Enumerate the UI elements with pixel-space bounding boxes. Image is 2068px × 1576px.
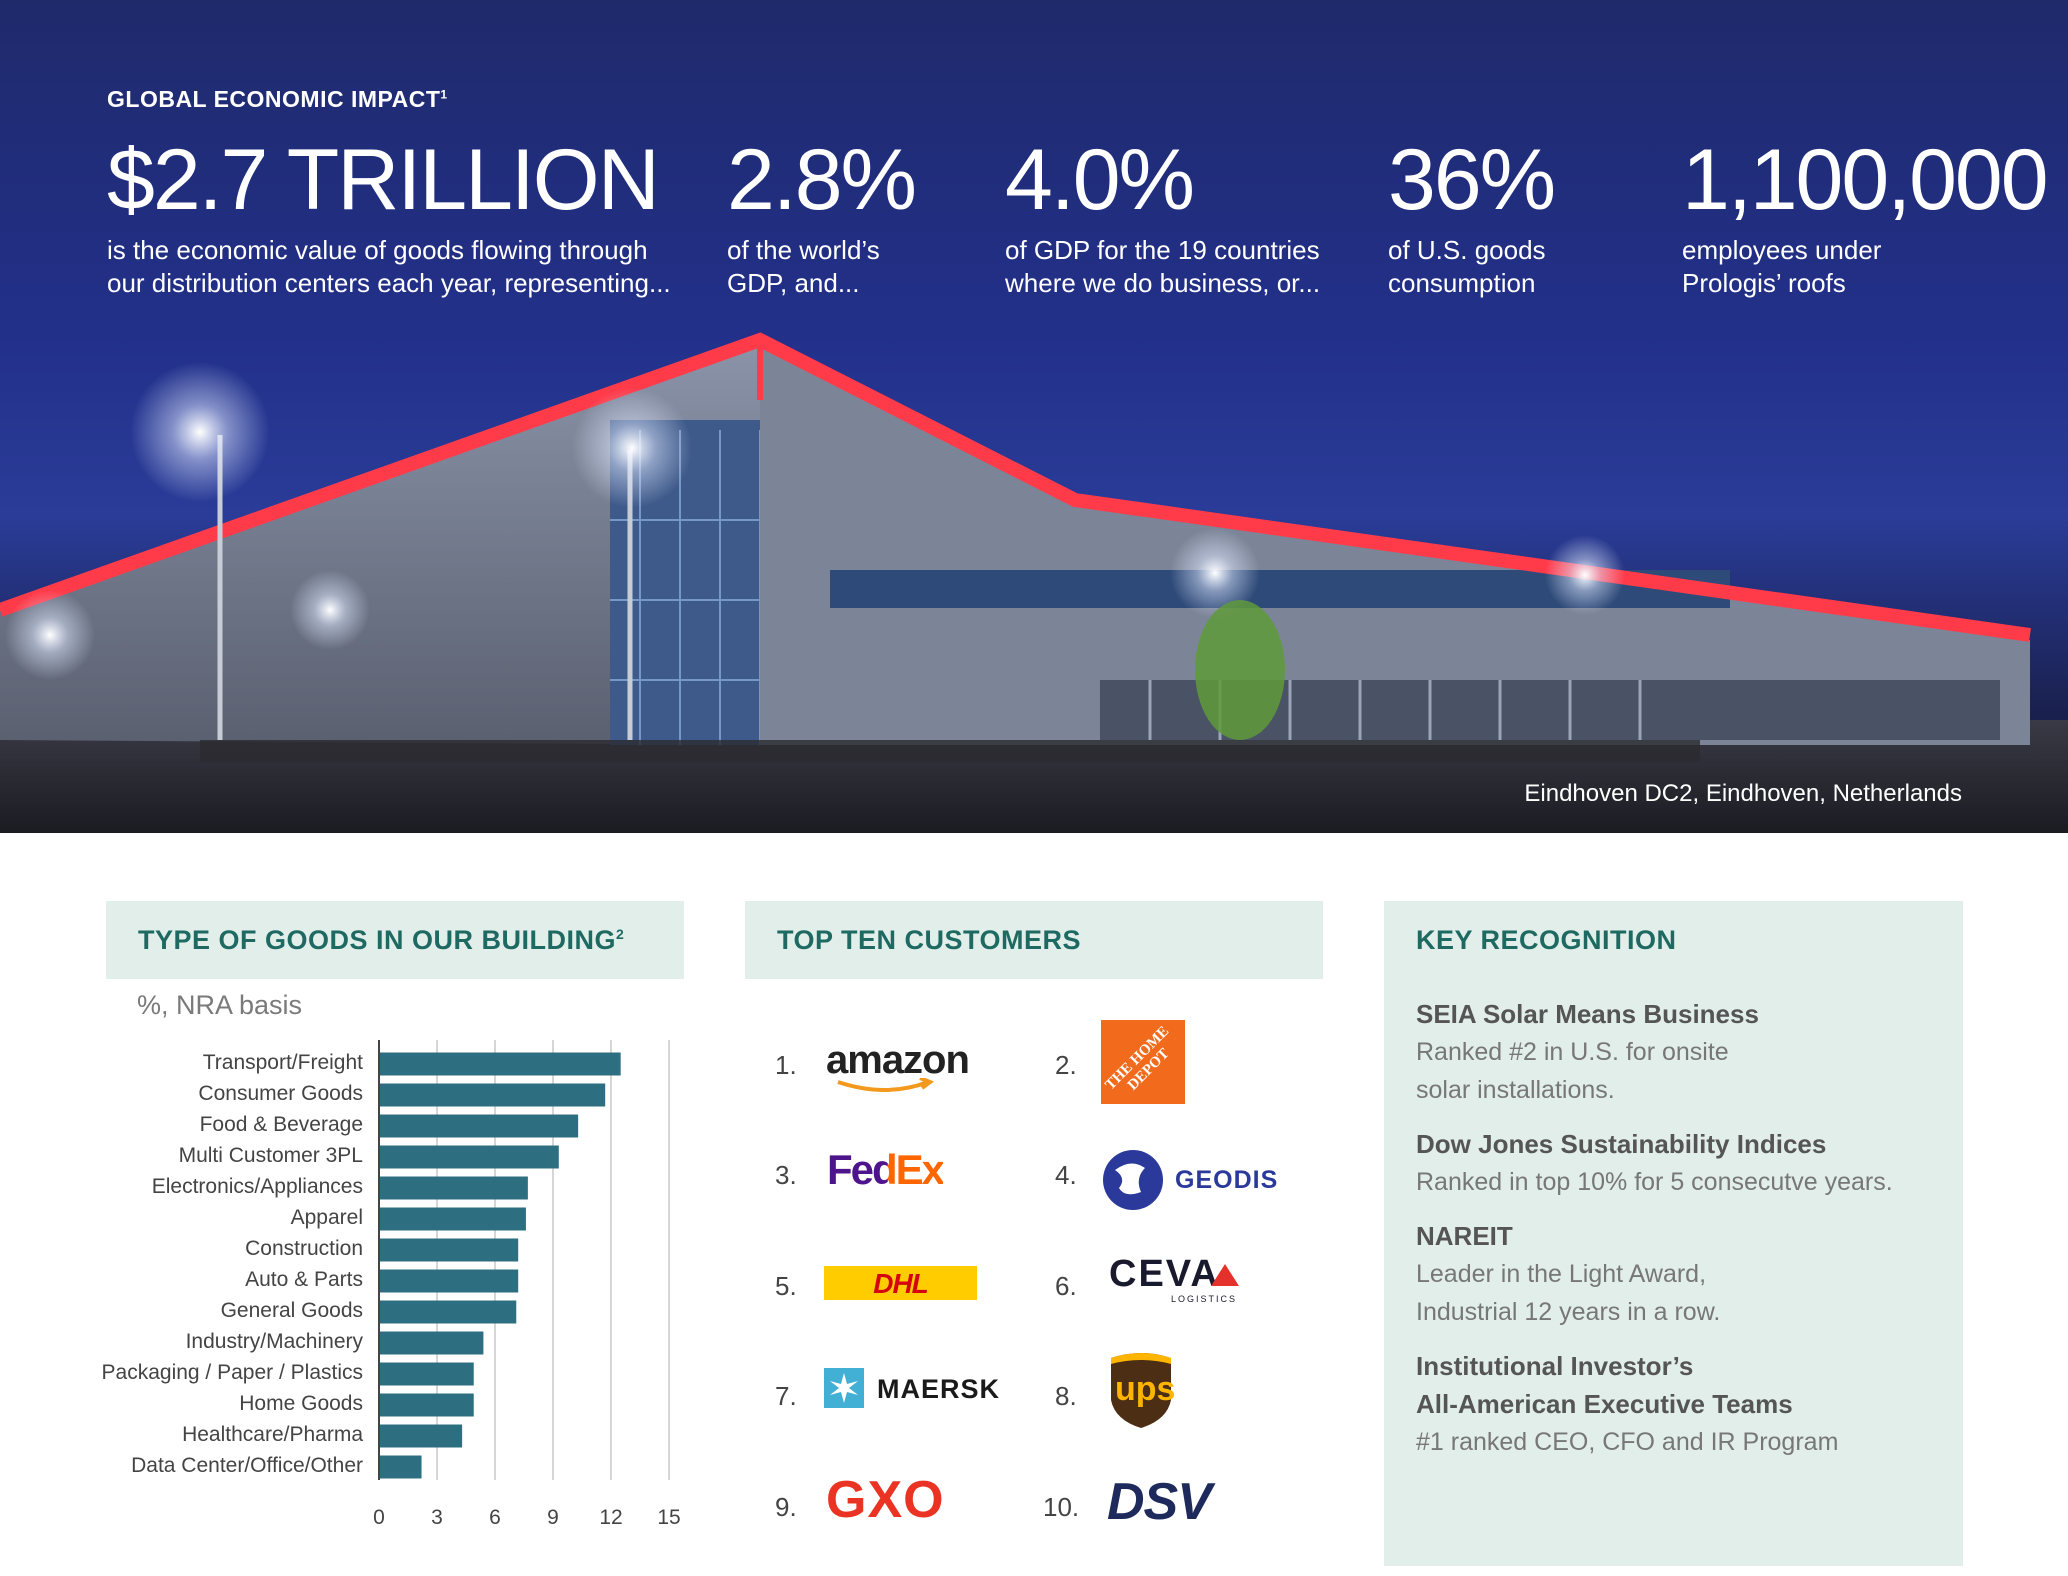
bar-category-label: Electronics/Appliances bbox=[151, 1175, 363, 1198]
stat-economic-value: $2.7 TRILLION is the economic value of g… bbox=[107, 130, 671, 300]
stat-description: of U.S. goods consumption bbox=[1388, 235, 1546, 298]
bar bbox=[380, 1424, 463, 1448]
recognition-item-djsi: Dow Jones Sustainability Indices Ranked … bbox=[1416, 1125, 1946, 1201]
bar bbox=[380, 1455, 422, 1479]
dsv-logo: DSV bbox=[1107, 1473, 1212, 1531]
bar-category-label: Apparel bbox=[290, 1206, 363, 1229]
x-tick-label: 0 bbox=[373, 1506, 385, 1529]
recognition-title: KEY RECOGNITION bbox=[1416, 925, 1677, 955]
amazon-logo: amazon bbox=[826, 1038, 970, 1092]
bar bbox=[380, 1238, 519, 1262]
customer-rank-5: 5. bbox=[775, 1271, 797, 1301]
stat-value: 4.0% bbox=[1005, 132, 1195, 228]
recognition-item-nareit: NAREIT Leader in the Light Award, Indust… bbox=[1416, 1217, 1946, 1331]
x-tick-label: 12 bbox=[599, 1506, 623, 1529]
recognition-item-seia: SEIA Solar Means Business Ranked #2 in U… bbox=[1416, 995, 1946, 1109]
customer-rank-6: 6. bbox=[1055, 1271, 1077, 1301]
bar bbox=[380, 1052, 621, 1076]
stat-value: 2.8% bbox=[727, 132, 917, 228]
recognition-body: Ranked in top 10% for 5 consecutve years… bbox=[1416, 1168, 1893, 1196]
recognition-panel: KEY RECOGNITION SEIA Solar Means Busines… bbox=[1384, 901, 1963, 1566]
warehouse-photo bbox=[0, 332, 2068, 833]
bar-category-label: Packaging / Paper / Plastics bbox=[101, 1361, 363, 1384]
bar bbox=[380, 1393, 474, 1417]
dhl-logo: DHL bbox=[824, 1266, 977, 1300]
ceva-logo: CEVA LOGISTICS bbox=[1109, 1253, 1239, 1304]
bar-category-label: Industry/Machinery bbox=[185, 1330, 363, 1353]
bar-category-label: Data Center/Office/Other bbox=[131, 1454, 363, 1477]
customers-panel-header: TOP TEN CUSTOMERS bbox=[745, 901, 1323, 979]
customer-rank-7: 7. bbox=[775, 1381, 797, 1411]
customer-rank-1: 1. bbox=[775, 1050, 797, 1080]
economic-impact-heading: GLOBAL ECONOMIC IMPACT1 bbox=[107, 86, 448, 112]
bar bbox=[380, 1176, 528, 1200]
stat-value: $2.7 TRILLION bbox=[107, 132, 660, 228]
bar bbox=[380, 1269, 519, 1293]
bar-category-label: Food & Beverage bbox=[199, 1113, 363, 1136]
bar-category-label: Construction bbox=[245, 1237, 363, 1260]
recognition-item-institutional-investor: Institutional Investor’s All-American Ex… bbox=[1416, 1347, 1946, 1461]
maersk-star-icon bbox=[824, 1368, 864, 1408]
photo-caption: Eindhoven DC2, Eindhoven, Netherlands bbox=[1524, 780, 1962, 807]
x-tick-label: 15 bbox=[657, 1506, 681, 1529]
gxo-logo: GXO bbox=[826, 1471, 945, 1529]
stat-value: 1,100,000 bbox=[1682, 132, 2049, 228]
recognition-heading: Institutional Investor’s All-American Ex… bbox=[1416, 1351, 1793, 1419]
customer-rank-4: 4. bbox=[1055, 1160, 1077, 1190]
fedex-logo: FedEx bbox=[827, 1146, 945, 1193]
ups-shield-icon bbox=[1111, 1353, 1171, 1428]
x-tick-label: 9 bbox=[547, 1506, 559, 1529]
recognition-body: Leader in the Light Award, Industrial 12… bbox=[1416, 1260, 1721, 1326]
bar-category-label: Auto & Parts bbox=[245, 1268, 363, 1291]
stat-us-consumption: 36% of U.S. goods consumption bbox=[1388, 130, 1556, 300]
stat-description: of GDP for the 19 countries where we do … bbox=[1005, 235, 1321, 298]
stat-value: 36% bbox=[1388, 132, 1556, 228]
home-depot-logo: THE HOME DEPOT bbox=[1101, 1020, 1185, 1104]
customer-rank-10: 10. bbox=[1043, 1492, 1080, 1522]
bar-category-label: Multi Customer 3PL bbox=[178, 1144, 363, 1167]
geodis-globe-icon bbox=[1103, 1150, 1163, 1210]
goods-subtitle: %, NRA basis bbox=[137, 990, 303, 1020]
bar bbox=[380, 1083, 606, 1107]
recognition-heading: Dow Jones Sustainability Indices bbox=[1416, 1129, 1827, 1159]
goods-panel-header: TYPE OF GOODS IN OUR BUILDING2 bbox=[106, 901, 684, 979]
bar bbox=[380, 1300, 517, 1324]
customers-title: TOP TEN CUSTOMERS bbox=[777, 925, 1082, 955]
bar bbox=[380, 1362, 474, 1386]
ceva-triangle-icon bbox=[1211, 1264, 1239, 1286]
stat-employees: 1,100,000 employees under Prologis’ roof… bbox=[1682, 130, 2049, 300]
ups-logo: ups bbox=[1107, 1350, 1175, 1430]
bar-category-label: Home Goods bbox=[239, 1392, 363, 1415]
hero-banner: GLOBAL ECONOMIC IMPACT1 $2.7 TRILLION is… bbox=[0, 0, 2068, 833]
bar-category-label: Transport/Freight bbox=[202, 1051, 363, 1074]
goods-title: TYPE OF GOODS IN OUR BUILDING2 bbox=[138, 925, 625, 955]
recognition-body: #1 ranked CEO, CFO and IR Program bbox=[1416, 1428, 1839, 1456]
bar-category-label: Consumer Goods bbox=[198, 1082, 363, 1105]
x-tick-label: 3 bbox=[431, 1506, 443, 1529]
stat-description: is the economic value of goods flowing t… bbox=[107, 235, 671, 298]
customer-rank-3: 3. bbox=[775, 1160, 797, 1190]
stat-description: of the world’s GDP, and... bbox=[727, 235, 880, 298]
recognition-heading: SEIA Solar Means Business bbox=[1416, 999, 1759, 1029]
bar bbox=[380, 1331, 484, 1355]
customer-rank-8: 8. bbox=[1055, 1381, 1077, 1411]
stat-country-gdp: 4.0% of GDP for the 19 countries where w… bbox=[1005, 130, 1320, 300]
recognition-body: Ranked #2 in U.S. for onsite solar insta… bbox=[1416, 1038, 1729, 1104]
bar bbox=[380, 1207, 526, 1231]
stat-description: employees under Prologis’ roofs bbox=[1682, 235, 1882, 298]
bar bbox=[380, 1145, 559, 1169]
x-tick-label: 6 bbox=[489, 1506, 501, 1529]
customer-rank-9: 9. bbox=[775, 1492, 797, 1522]
stat-world-gdp: 2.8% of the world’s GDP, and... bbox=[727, 130, 917, 300]
bar-category-label: General Goods bbox=[220, 1299, 363, 1322]
recognition-heading: NAREIT bbox=[1416, 1221, 1513, 1251]
bar bbox=[380, 1114, 579, 1138]
bar-category-label: Healthcare/Pharma bbox=[182, 1423, 363, 1446]
customer-rank-2: 2. bbox=[1055, 1050, 1077, 1080]
